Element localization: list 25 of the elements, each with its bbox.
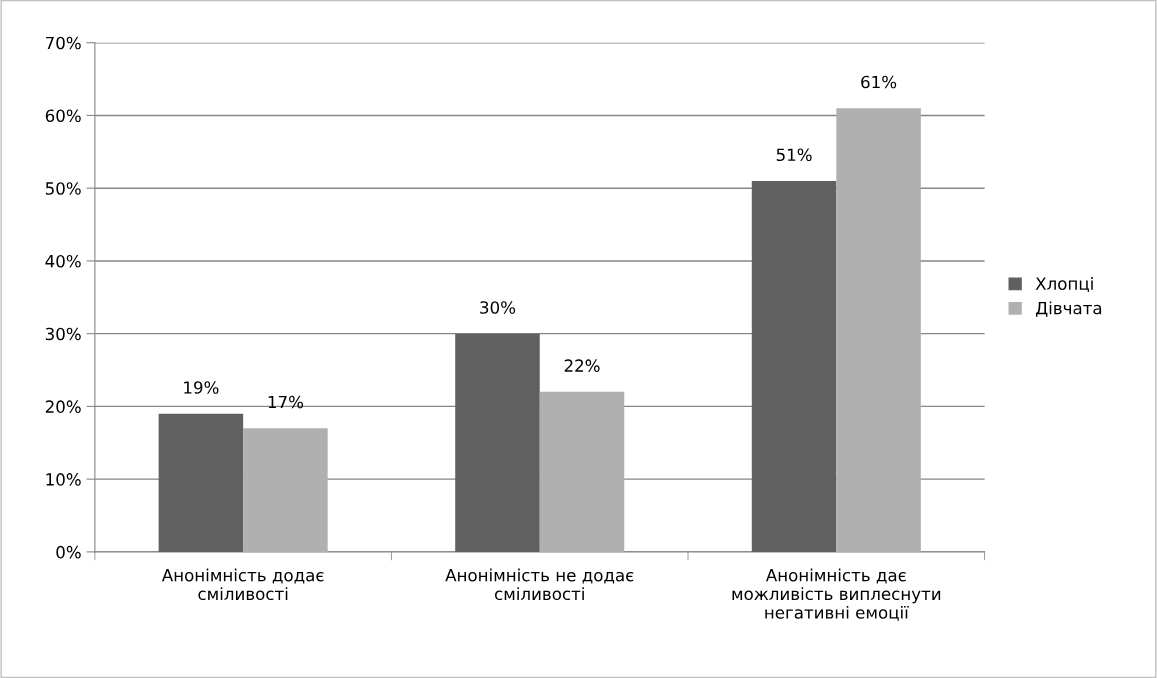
bar [243, 428, 328, 552]
legend-label: Хлопці [1035, 277, 1093, 292]
y-tick-label: 20% [45, 400, 81, 413]
y-tick-label: 40% [45, 254, 81, 268]
bar [158, 413, 244, 552]
x-tick-label: Анонімність додає сміливості [161, 568, 324, 601]
bar [836, 108, 921, 552]
bar [455, 333, 540, 552]
data-label: 22% [564, 359, 600, 372]
y-tick-label: 60% [45, 109, 81, 123]
bar [539, 391, 625, 552]
y-tick-label: 30% [45, 327, 81, 341]
data-label: 19% [184, 381, 219, 394]
bar [751, 180, 837, 552]
y-tick-label: 50% [45, 182, 81, 195]
legend-label: Дівчата [1035, 301, 1102, 317]
y-tick-label: 0% [56, 545, 81, 559]
data-label: 51% [776, 148, 812, 162]
x-tick-label: Анонімність дає можливість виплеснути негативні емоції [732, 568, 941, 621]
y-tick-label: 10% [46, 473, 81, 486]
x-tick-label: Анонімність не додає сміливості [445, 568, 634, 601]
data-label: 17% [268, 395, 304, 409]
data-label: 61% [861, 75, 897, 89]
y-tick-label: 70% [46, 36, 81, 50]
data-label: 30% [480, 301, 516, 314]
